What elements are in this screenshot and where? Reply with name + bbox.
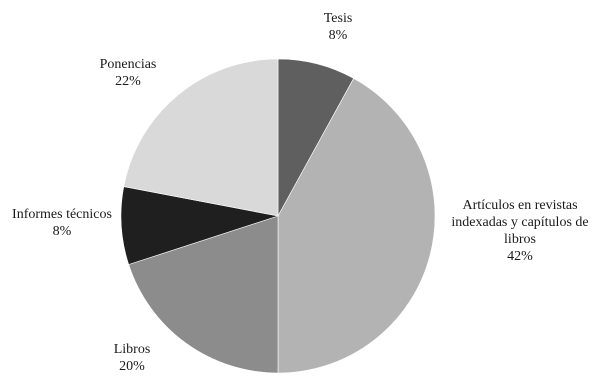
slice-value-libros: 20% [119, 359, 145, 374]
slice-label-informes: Informes técnicos 8% [2, 206, 122, 240]
pie-slice-articulos [277, 78, 436, 374]
slice-label-ponencias: Ponencias 22% [88, 56, 168, 90]
slice-value-articulos: 42% [507, 249, 533, 264]
slice-name-articulos: Artículos en revistas indexadas y capítu… [451, 198, 589, 247]
pie-slices [120, 58, 436, 374]
pie-slice-libros [128, 215, 279, 374]
slice-name-tesis: Tesis [323, 11, 353, 26]
slice-name-informes: Informes técnicos [12, 207, 112, 222]
pie-slice-ponencias [123, 58, 279, 217]
slice-value-informes: 8% [52, 224, 72, 239]
slice-name-ponencias: Ponencias [99, 57, 157, 72]
slice-label-libros: Libros 20% [92, 341, 172, 375]
slice-label-articulos: Artículos en revistas indexadas y capítu… [450, 197, 590, 265]
slice-value-ponencias: 22% [115, 74, 141, 89]
slice-label-tesis: Tesis 8% [303, 10, 373, 44]
slice-name-libros: Libros [113, 342, 151, 357]
slice-value-tesis: 8% [328, 28, 348, 43]
